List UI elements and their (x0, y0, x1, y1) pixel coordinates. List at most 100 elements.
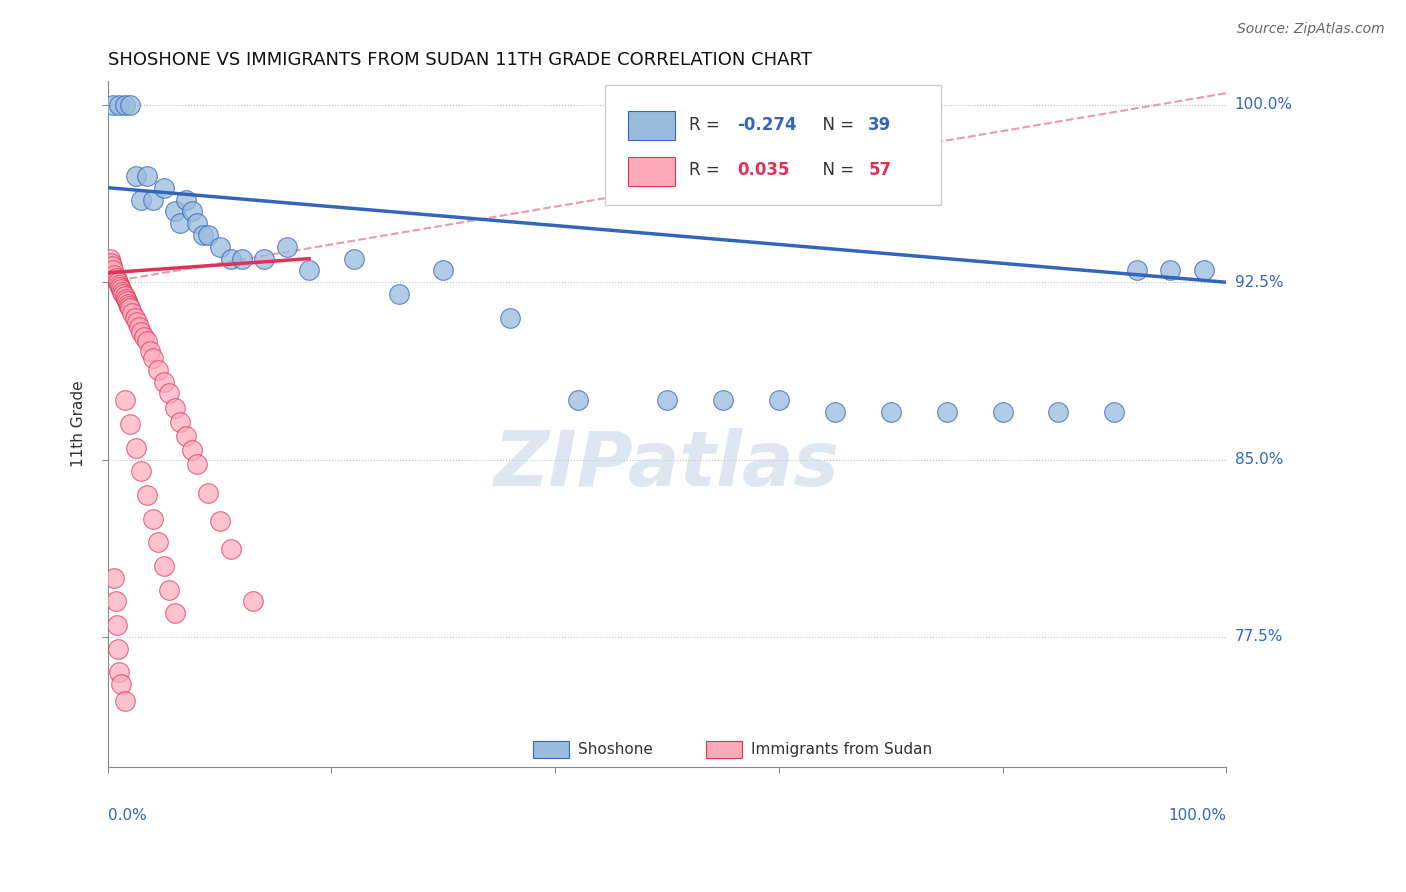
Point (1192, 263, 1215, 277)
Point (131, 464, 153, 478)
Point (108, 277, 131, 292)
Text: N =: N = (813, 161, 860, 179)
Point (180, 443, 202, 458)
Point (219, 542, 242, 557)
Point (169, 216, 191, 230)
Text: 100.0%: 100.0% (1234, 97, 1292, 112)
Point (163, 204, 186, 219)
Point (120, 98, 142, 112)
Point (991, 405, 1014, 419)
Text: 57: 57 (869, 161, 891, 179)
Point (169, 415, 191, 429)
Point (98, 252, 121, 266)
Point (567, 393, 589, 408)
Text: 100.0%: 100.0% (1168, 808, 1226, 823)
Point (125, 315, 148, 329)
Text: -0.274: -0.274 (738, 116, 797, 134)
Point (186, 216, 208, 230)
Point (105, 618, 128, 632)
Text: Shoshone: Shoshone (578, 742, 652, 757)
FancyBboxPatch shape (628, 111, 675, 140)
Point (152, 558, 174, 573)
Point (100, 256, 122, 270)
Point (124, 310, 146, 325)
Text: 39: 39 (869, 116, 891, 134)
Point (1126, 263, 1149, 277)
Point (120, 417, 142, 431)
Point (824, 405, 846, 419)
Text: 92.5%: 92.5% (1234, 275, 1284, 290)
Point (387, 287, 409, 301)
Point (432, 263, 454, 277)
Point (174, 429, 197, 443)
Point (110, 282, 132, 296)
Text: 0.0%: 0.0% (108, 808, 146, 823)
Point (163, 401, 186, 415)
Point (499, 310, 522, 325)
Point (108, 98, 131, 112)
Point (107, 641, 129, 656)
Point (152, 375, 174, 389)
Point (146, 362, 169, 376)
FancyBboxPatch shape (606, 85, 941, 205)
Point (1104, 405, 1126, 419)
Text: Source: ZipAtlas.com: Source: ZipAtlas.com (1237, 22, 1385, 37)
Point (152, 180, 174, 194)
Point (114, 289, 136, 303)
Point (128, 320, 150, 334)
Point (103, 268, 125, 282)
Point (115, 294, 138, 309)
Point (253, 252, 276, 266)
Point (132, 329, 155, 343)
Point (114, 98, 136, 112)
Point (141, 351, 163, 365)
FancyBboxPatch shape (706, 740, 742, 758)
Point (108, 280, 131, 294)
Point (105, 273, 128, 287)
Point (125, 441, 148, 455)
Point (163, 606, 186, 620)
Point (103, 571, 125, 585)
Point (135, 488, 157, 502)
Point (114, 393, 136, 408)
Point (111, 285, 134, 299)
Point (131, 193, 153, 207)
Point (131, 325, 153, 339)
Point (120, 301, 142, 316)
FancyBboxPatch shape (533, 740, 568, 758)
Text: N =: N = (813, 116, 860, 134)
Text: 77.5%: 77.5% (1234, 630, 1282, 644)
Point (157, 582, 180, 597)
Point (112, 287, 135, 301)
Text: R =: R = (689, 161, 725, 179)
Point (157, 386, 180, 401)
Point (101, 259, 124, 273)
Point (343, 252, 366, 266)
Point (121, 306, 143, 320)
Point (208, 240, 231, 254)
Point (711, 393, 734, 408)
Point (108, 665, 131, 680)
Text: SHOSHONE VS IMMIGRANTS FROM SUDAN 11TH GRADE CORRELATION CHART: SHOSHONE VS IMMIGRANTS FROM SUDAN 11TH G… (108, 51, 811, 69)
Point (180, 204, 202, 219)
Point (146, 535, 169, 549)
Point (117, 296, 139, 310)
Point (114, 292, 136, 306)
Text: R =: R = (689, 116, 725, 134)
Point (135, 169, 157, 183)
Text: ZIPatlas: ZIPatlas (494, 428, 839, 502)
Point (110, 677, 132, 691)
Point (197, 227, 219, 242)
Point (191, 227, 214, 242)
Point (208, 514, 231, 528)
Text: Immigrants from Sudan: Immigrants from Sudan (751, 742, 932, 757)
Point (186, 457, 208, 471)
Point (114, 693, 136, 707)
Point (1047, 405, 1070, 419)
Point (1159, 263, 1181, 277)
Point (141, 193, 163, 207)
Point (298, 263, 321, 277)
FancyBboxPatch shape (628, 157, 675, 186)
Point (768, 393, 790, 408)
Point (135, 334, 157, 349)
